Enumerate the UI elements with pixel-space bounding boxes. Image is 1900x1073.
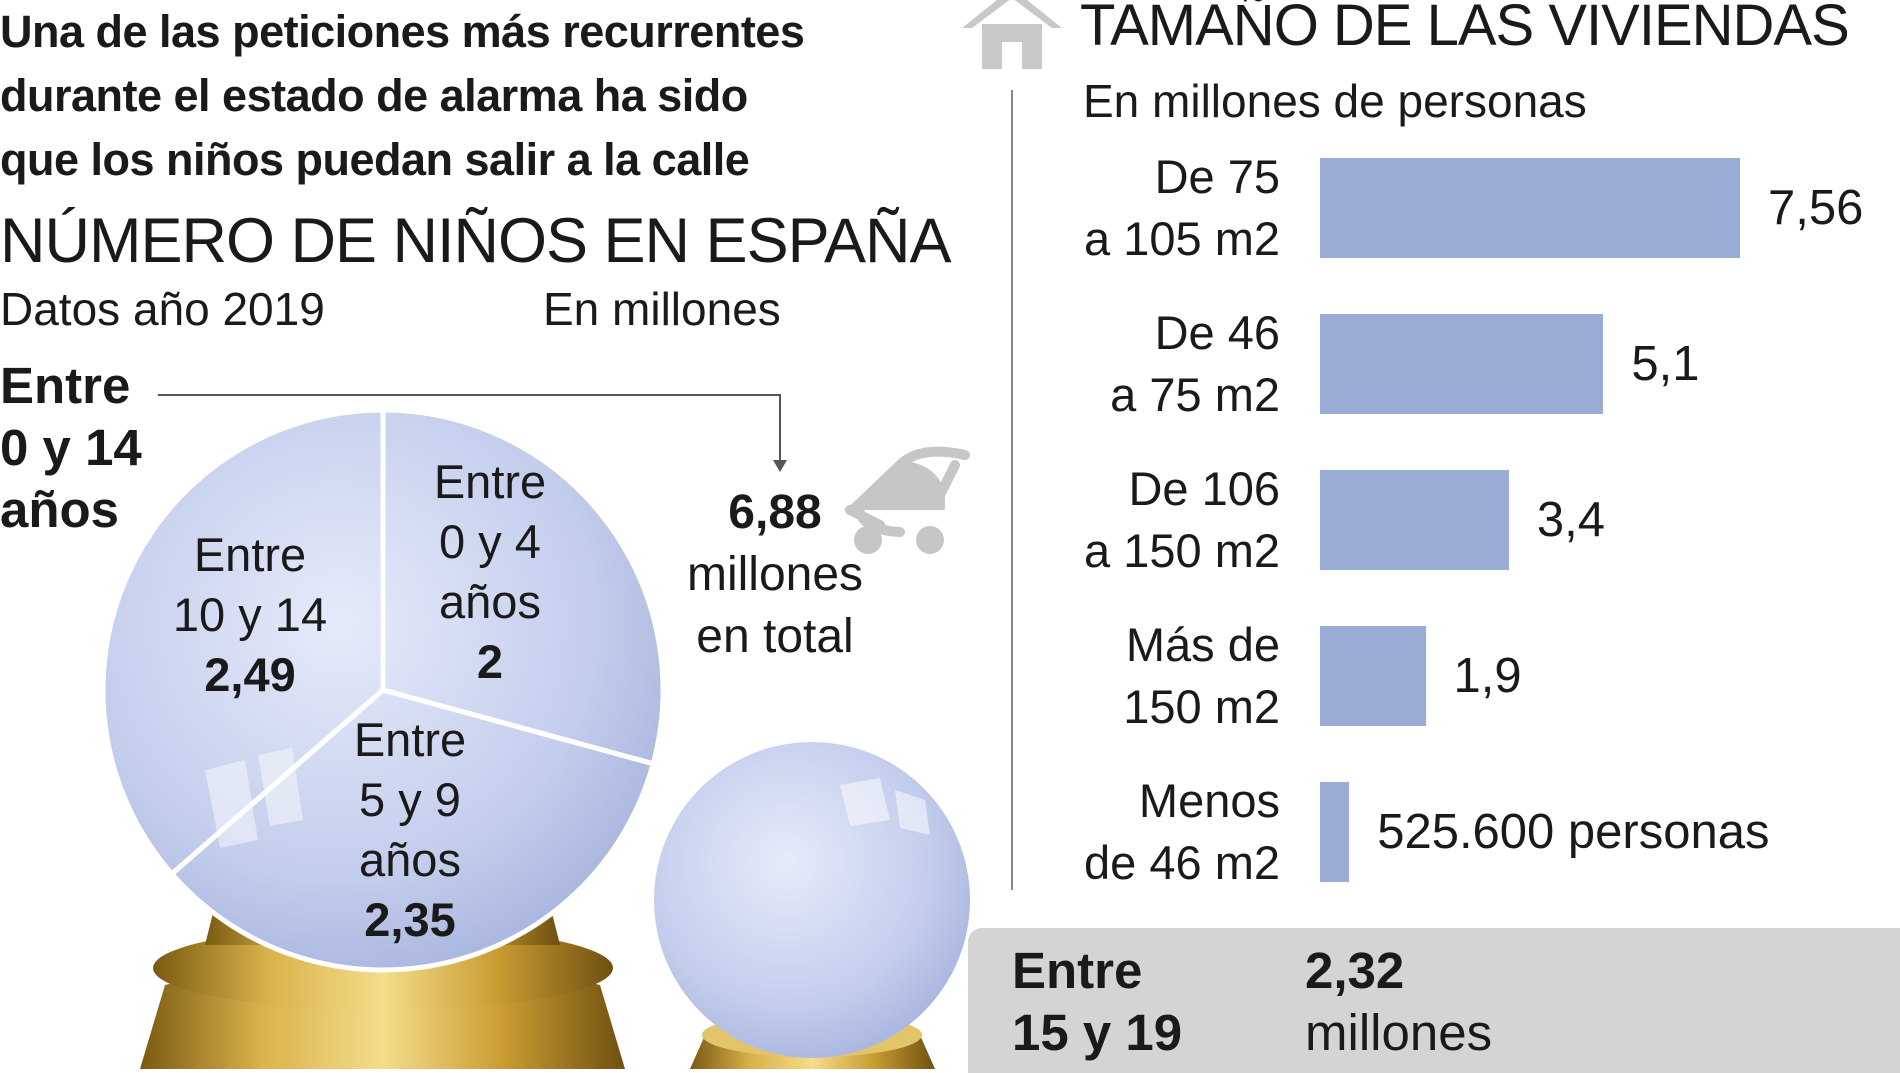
total-text-line: en total — [696, 610, 854, 663]
bar-value-label: 1,9 — [1453, 649, 1522, 703]
pie-label-5-9: Entre 5 y 9 años 2,35 — [330, 710, 490, 950]
bar — [1320, 314, 1604, 414]
bar-value-label: 7,56 — [1768, 181, 1864, 235]
headline-line: Una de las peticiones más recurrentes — [0, 6, 805, 57]
bar-category-label-line: Más de — [1125, 618, 1280, 671]
headline: Una de las peticiones más recurrentes du… — [0, 0, 930, 192]
pie-label-line: Entre — [193, 528, 307, 581]
bar — [1320, 626, 1426, 726]
teen-age-label-line: 15 y 19 — [1012, 1004, 1183, 1061]
pie-label-line: 5 y 9 — [359, 773, 461, 826]
age-group-label-line: Entre — [0, 357, 131, 414]
stroller-icon — [845, 446, 970, 554]
headline-line: que los niños puedan salir a la calle — [0, 134, 750, 185]
children-chart-unit: En millones — [543, 283, 781, 335]
teen-panel — [968, 928, 1900, 1073]
connector-arrow — [773, 460, 787, 472]
pie-label-line: años — [439, 575, 541, 628]
pie-slice — [380, 407, 666, 767]
age-group-label-line: 0 y 14 — [0, 419, 142, 476]
teen-age-label-line: Entre — [1012, 942, 1143, 999]
bar — [1320, 470, 1509, 570]
bar-value-label: 3,4 — [1536, 493, 1605, 547]
pie-label-line: 10 y 14 — [172, 588, 328, 641]
children-chart-title: NÚMERO DE NIÑOS EN ESPAÑA — [0, 206, 951, 276]
bar-value-label: 525.600 personas — [1377, 805, 1770, 859]
pie-chart — [100, 407, 666, 973]
pie-value-5-9: 2,35 — [364, 893, 456, 946]
bar — [1320, 782, 1350, 882]
housing-chart-title: TAMAÑO DE LAS VIVIENDAS — [1080, 0, 1850, 58]
headline-line: durante el estado de alarma ha sido — [0, 70, 748, 121]
pie-label-line: años — [359, 833, 461, 886]
bar-category-label: De 75 a 105 m2 — [1060, 146, 1280, 270]
pie-slice — [168, 687, 657, 973]
bar-category-label-line: a 150 m2 — [1084, 524, 1280, 577]
pie-value-0-4: 2 — [476, 635, 504, 688]
bar-category-label-line: De 75 — [1154, 150, 1280, 203]
bar-value-label: 5,1 — [1631, 337, 1700, 391]
pie-value-10-14: 2,49 — [204, 648, 296, 701]
pie-label-line: 0 y 4 — [439, 515, 541, 568]
bar-category-label-line: a 75 m2 — [1110, 368, 1280, 421]
pie-label-line: Entre — [433, 455, 547, 508]
divider-line — [1011, 90, 1013, 890]
globe-reflection — [205, 748, 303, 848]
bar-category-label-line: a 105 m2 — [1084, 212, 1280, 265]
connector-line — [158, 394, 781, 463]
bar-category-label-line: Menos — [1138, 774, 1280, 827]
age-group-label: Entre 0 y 14 años — [0, 355, 142, 541]
bar-category-label: Más de 150 m2 — [1060, 614, 1280, 738]
bar-category-label-line: 150 m2 — [1123, 680, 1280, 733]
bar — [1320, 158, 1740, 258]
bar-category-label-line: De 46 — [1154, 306, 1280, 359]
total-value: 6,88 — [728, 486, 822, 539]
bar-category-label: Menos de 46 m2 — [1060, 770, 1280, 894]
bar-category-label-line: De 106 — [1128, 462, 1280, 515]
teen-age-label: Entre 15 y 19 — [1012, 940, 1182, 1064]
children-chart-subtitle: Datos año 2019 — [0, 283, 325, 335]
pie-label-line: Entre — [353, 713, 467, 766]
age-group-label-line: años — [0, 481, 120, 538]
pie-label-0-4: Entre 0 y 4 años 2 — [410, 452, 570, 692]
bar-category-label-line: de 46 m2 — [1084, 836, 1280, 889]
teen-value: 2,32 millones — [1305, 940, 1492, 1064]
children-total: 6,88 millones en total — [660, 482, 890, 668]
house-icon — [962, 0, 1062, 69]
bar-category-label: De 46 a 75 m2 — [1060, 302, 1280, 426]
small-globe — [654, 742, 970, 1058]
pie-label-10-14: Entre 10 y 14 2,49 — [170, 525, 330, 705]
teen-value-number: 2,32 — [1305, 942, 1405, 999]
teen-value-unit: millones — [1305, 1004, 1493, 1061]
pie-slice — [100, 407, 386, 878]
total-text-line: millones — [686, 548, 864, 601]
housing-chart-unit: En millones de personas — [1083, 75, 1587, 127]
bar-category-label: De 106 a 150 m2 — [1060, 458, 1280, 582]
